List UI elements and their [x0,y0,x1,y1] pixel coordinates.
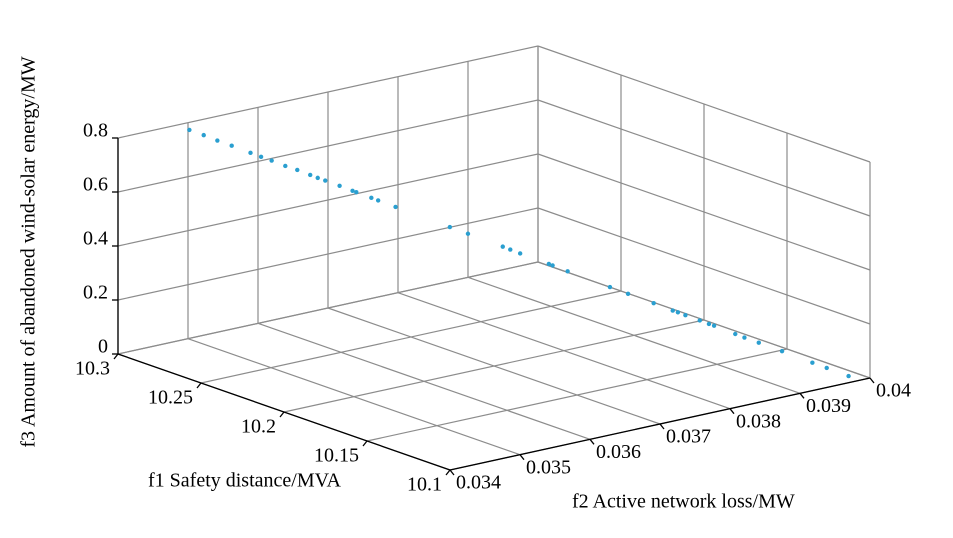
y-tick-label: 0.035 [526,456,571,478]
point [697,318,702,323]
grid-line [117,99,539,193]
point [323,178,328,183]
point [683,313,688,318]
y-tick [729,408,735,415]
point [215,138,220,143]
y-tick [519,454,525,461]
point [354,190,359,195]
point [742,335,747,340]
point [670,308,675,313]
z-tick-label: 0.8 [83,120,108,142]
point [269,158,274,163]
point [550,263,555,268]
y-tick-label: 0.04 [876,380,911,402]
grid-line [117,207,539,301]
x-tick [362,440,368,447]
y-tick-label: 0.038 [736,410,781,432]
y-tick [869,377,875,384]
point [706,321,712,327]
x-tick-label: 10.2 [241,416,276,438]
y-tick [659,423,665,430]
point [447,224,453,230]
point [846,373,851,379]
point [375,198,381,203]
point [517,251,523,256]
point [350,188,355,193]
z-tick-label: 0.4 [83,228,108,250]
x-tick-label: 10.1 [407,474,442,496]
point [508,247,513,252]
x-tick [445,469,451,476]
y-axis-label: f2 Active network loss/MW [572,491,795,513]
point [258,154,264,160]
point [201,132,206,138]
point [283,163,288,169]
y-tick [799,392,805,399]
point [546,261,552,267]
point [187,127,192,133]
grid-line [187,338,521,456]
point [565,269,570,274]
x-tick-label: 10.25 [148,387,193,409]
z-tick-label: 0 [98,336,108,358]
x-tick-label: 10.15 [314,445,359,467]
point [711,323,717,328]
z-axis-label: f3 Amount of abandoned wind-solar energy… [18,56,40,447]
point [229,143,234,148]
point [369,195,374,201]
x-tick [279,411,285,418]
point [824,365,829,371]
grid-line [537,207,871,325]
grid-line [467,276,801,394]
grid-line [537,261,871,379]
x-tick [113,353,119,360]
y-tick-label: 0.037 [666,426,711,448]
point [779,348,785,354]
point [295,167,300,173]
y-tick-label: 0.034 [456,472,501,494]
grid-line [397,292,731,410]
y-tick-label: 0.036 [596,441,641,463]
x-axis-label: f1 Safety distance/MVA [148,470,341,492]
grid-line [257,322,591,440]
point [315,175,320,181]
point [607,284,613,290]
point [393,204,398,210]
grid-line [117,261,539,355]
point [625,291,631,296]
point [756,340,761,345]
point [308,172,313,178]
grid-line [117,153,539,247]
z-tick-label: 0.2 [83,282,108,304]
grid-line [117,45,539,139]
y-tick-label: 0.039 [806,395,851,417]
point [733,331,738,337]
point [248,150,253,156]
z-tick-label: 0.6 [83,174,108,196]
point [651,300,656,306]
x-tick [196,382,202,389]
point [337,183,342,188]
point [500,244,505,249]
point [810,360,815,365]
point [465,231,471,236]
grid-line [537,45,871,163]
x-tick-label: 10.3 [75,358,110,380]
grid-line [327,307,661,425]
y-tick [449,469,455,476]
point [675,310,681,315]
grid-line [537,99,871,217]
y-tick [589,438,595,445]
grid-line [537,153,871,271]
